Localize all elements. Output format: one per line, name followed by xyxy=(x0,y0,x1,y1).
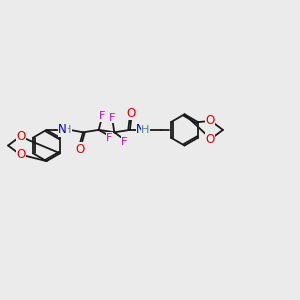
Text: O: O xyxy=(127,106,136,120)
Text: O: O xyxy=(206,133,214,146)
Text: H: H xyxy=(141,125,150,135)
Text: O: O xyxy=(206,114,214,127)
Text: N: N xyxy=(136,123,145,136)
Text: F: F xyxy=(109,113,116,123)
Text: F: F xyxy=(98,111,105,121)
Text: O: O xyxy=(16,130,26,143)
Text: H: H xyxy=(63,125,72,135)
Text: F: F xyxy=(121,136,128,147)
Text: F: F xyxy=(106,133,113,143)
Text: O: O xyxy=(16,148,26,161)
Text: O: O xyxy=(75,142,84,156)
Text: N: N xyxy=(58,123,67,136)
